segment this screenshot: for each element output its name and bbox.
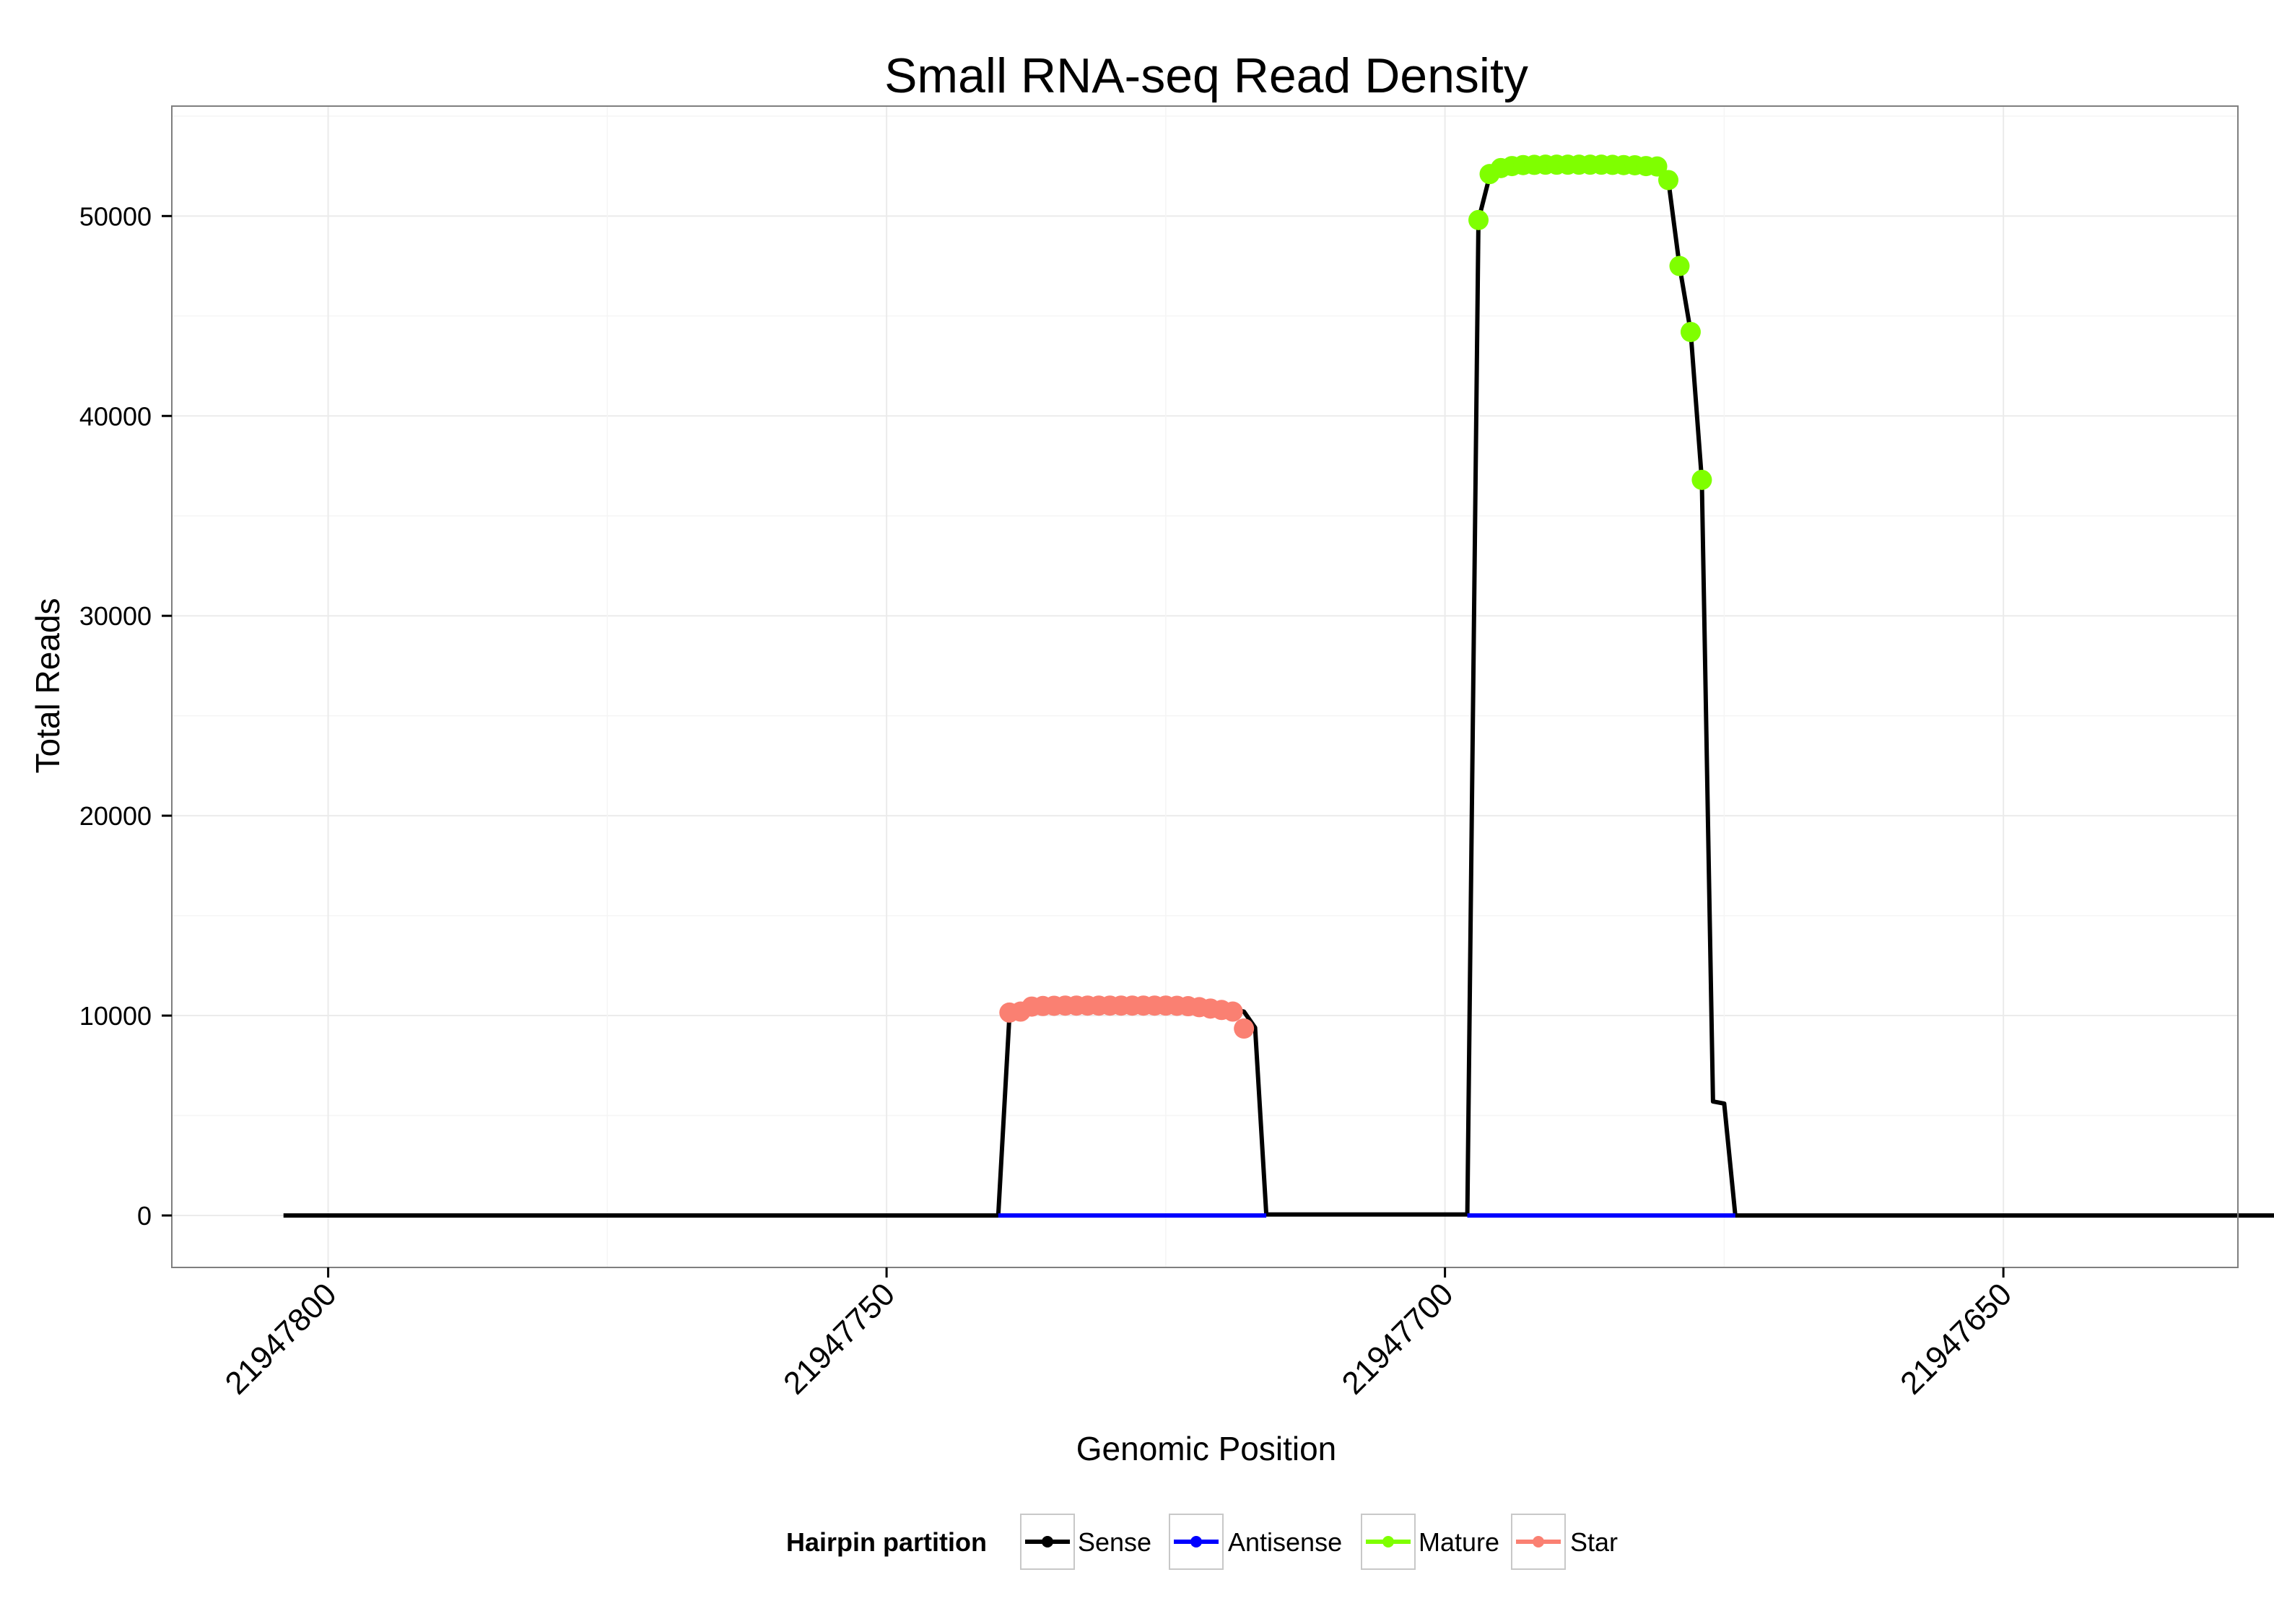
data-point-star — [1234, 1018, 1255, 1039]
data-point-mature — [1691, 469, 1712, 490]
plot-panel — [171, 105, 2274, 1268]
legend-point-sense — [1042, 1536, 1053, 1547]
panel-background — [172, 106, 2238, 1267]
panel-border — [171, 105, 2239, 1268]
legend-point-antisense — [1190, 1536, 1202, 1547]
legend-label-antisense: Antisense — [1228, 1527, 1342, 1557]
y-tick-label: 0 — [137, 1201, 152, 1231]
y-axis-title: Total Reads — [29, 598, 66, 774]
legend-point-mature — [1382, 1536, 1394, 1547]
data-point-mature — [1680, 321, 1701, 342]
x-axis: 21947800 21947750 21947700 21947650 — [219, 1267, 2018, 1401]
y-tick-label: 40000 — [79, 401, 152, 431]
legend-title: Hairpin partition — [786, 1527, 987, 1557]
y-axis: 0 10000 20000 30000 40000 50000 — [79, 201, 172, 1231]
legend-label-sense: Sense — [1078, 1527, 1151, 1557]
data-point-star — [1222, 1001, 1243, 1022]
x-tick-label: 21947700 — [1336, 1276, 1460, 1401]
y-tick-label: 20000 — [79, 801, 152, 831]
data-point-mature — [1647, 156, 1668, 177]
legend-point-star — [1533, 1536, 1544, 1547]
y-tick-label: 10000 — [79, 1001, 152, 1031]
legend: Hairpin partition Sense Antisense Mature St… — [786, 1514, 1618, 1570]
y-tick-label: 50000 — [79, 201, 152, 231]
x-tick-label: 21947650 — [1894, 1276, 2018, 1401]
x-tick-label: 21947800 — [219, 1276, 344, 1401]
data-point-mature — [1658, 170, 1679, 191]
data-point-mature — [1669, 256, 1690, 276]
y-tick-label: 30000 — [79, 601, 152, 631]
legend-label-star: Star — [1570, 1527, 1618, 1557]
x-axis-title: Genomic Position — [1076, 1430, 1337, 1467]
chart-title: Small RNA-seq Read Density — [884, 48, 1528, 103]
data-point-mature — [1468, 209, 1489, 230]
grid-lines — [172, 106, 2238, 1267]
series-layer — [283, 154, 2274, 1218]
legend-label-mature: Mature — [1419, 1527, 1499, 1557]
x-tick-label: 21947750 — [777, 1276, 902, 1401]
